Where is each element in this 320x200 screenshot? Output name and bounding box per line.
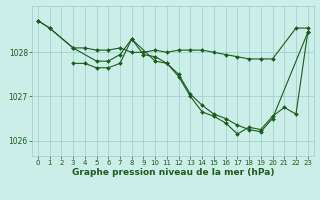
X-axis label: Graphe pression niveau de la mer (hPa): Graphe pression niveau de la mer (hPa)	[72, 168, 274, 177]
